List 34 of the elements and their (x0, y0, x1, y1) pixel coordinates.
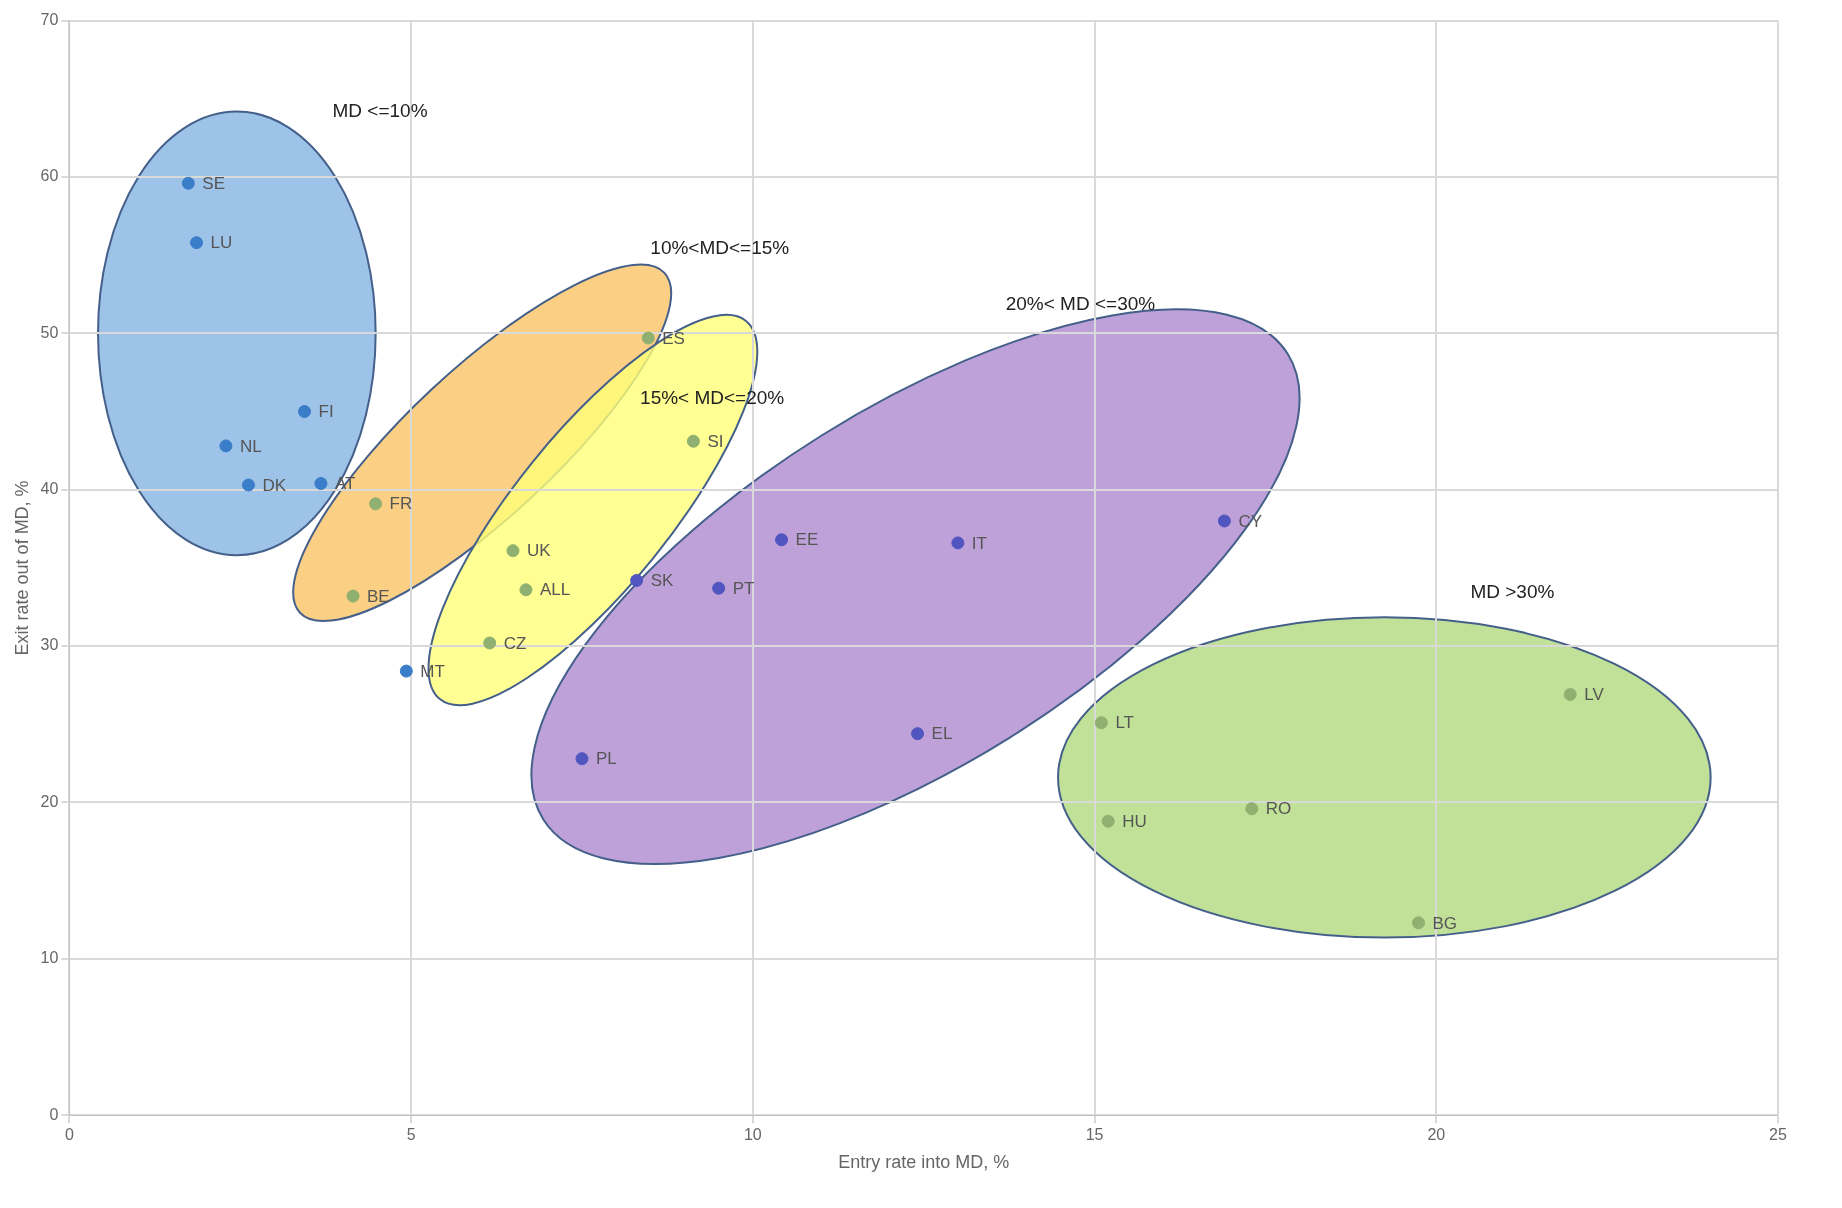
data-label: DK (262, 475, 287, 495)
data-label: BG (1432, 913, 1458, 933)
data-label: CZ (503, 633, 527, 653)
point (219, 439, 233, 453)
data-label: NL (239, 436, 262, 456)
y-tick-label: 0 (49, 1105, 59, 1123)
point (1412, 916, 1426, 930)
annotation: MD >30% (1470, 581, 1555, 603)
y-tick-label: 30 (40, 636, 59, 654)
data-label: LV (1584, 685, 1605, 705)
x-tick-label: 5 (406, 1126, 416, 1144)
point (181, 176, 195, 190)
y-tick-label: 70 (40, 11, 59, 29)
x-tick-label: 15 (1085, 1126, 1104, 1144)
y-tick-label: 50 (40, 323, 59, 341)
point (483, 636, 497, 650)
annotation: 10%<MD<=15% (650, 237, 790, 259)
y-tick-label: 60 (40, 167, 59, 185)
x-tick-label: 20 (1427, 1126, 1446, 1144)
y-tick-label: 10 (40, 949, 59, 967)
x-tick-label: 0 (64, 1126, 74, 1144)
data-label: SE (202, 173, 225, 193)
y-tick-label: 40 (40, 480, 59, 498)
point (1563, 688, 1577, 702)
point (190, 236, 204, 250)
point (241, 478, 255, 492)
y-tick-label: 20 (40, 792, 59, 810)
x-tick-label: 25 (1769, 1126, 1787, 1144)
x-axis-title: Entry rate into MD, % (838, 1152, 1010, 1173)
y-axis-title: Exit rate out of MD, % (11, 480, 32, 656)
data-label: LU (210, 233, 233, 253)
x-tick-label: 10 (743, 1126, 762, 1144)
annotation: MD <=10% (332, 99, 428, 121)
point (399, 664, 413, 678)
